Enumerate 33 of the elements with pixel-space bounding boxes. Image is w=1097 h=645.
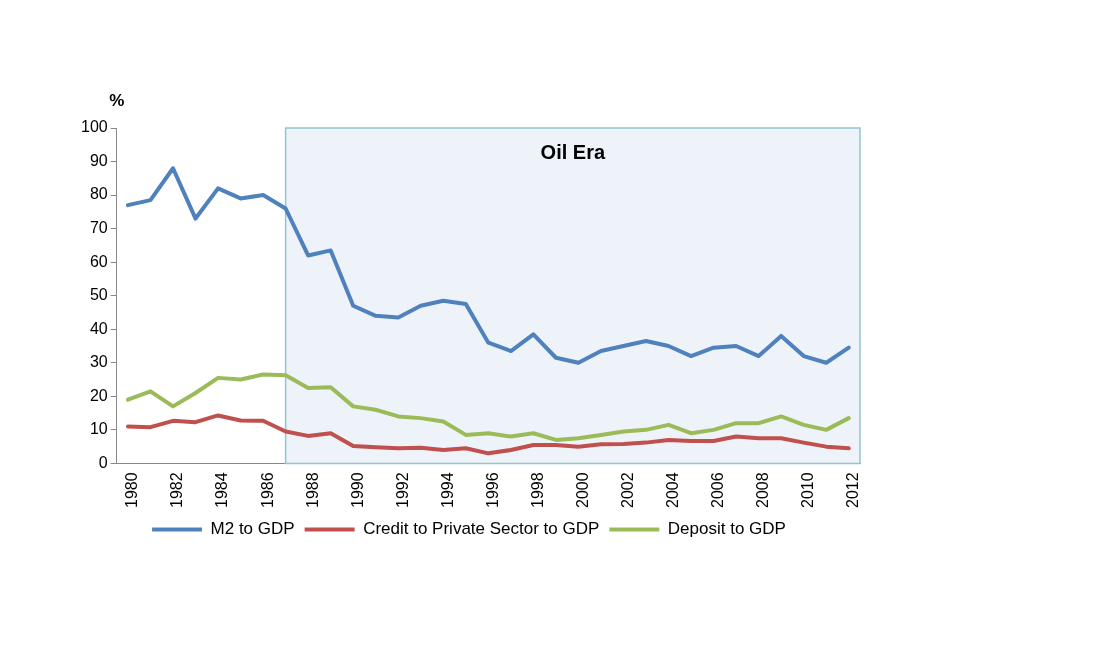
y-tick-label: 70 <box>89 219 108 237</box>
legend-label: M2 to GDP <box>210 519 295 539</box>
x-tick-label: 1980 <box>123 472 141 508</box>
x-tick-label: 2008 <box>754 472 772 508</box>
x-tick-label: 2004 <box>663 472 681 508</box>
y-tick-label: 90 <box>89 151 108 169</box>
legend-label: Credit to Private Sector to GDP <box>363 519 600 539</box>
x-tick-label: 1986 <box>258 472 276 508</box>
x-tick-label: 1990 <box>348 472 366 508</box>
y-tick-label: 60 <box>89 252 108 270</box>
y-tick-label: 10 <box>89 420 108 438</box>
x-tick-label: 1982 <box>168 472 186 508</box>
x-tick-label: 1996 <box>483 472 501 508</box>
x-tick-label: 1992 <box>393 472 411 508</box>
x-tick-label: 2000 <box>573 472 591 508</box>
x-tick-label: 2010 <box>799 472 817 508</box>
x-tick-label: 1984 <box>213 472 231 508</box>
x-tick-label: 2006 <box>709 472 726 508</box>
y-tick-label: 40 <box>89 319 108 337</box>
legend-label: Deposit to GDP <box>667 519 786 539</box>
y-tick-label: 0 <box>98 453 108 471</box>
band-label: Oil Era <box>540 140 606 163</box>
x-tick-label: 1988 <box>303 472 321 508</box>
x-tick-label: 2012 <box>844 472 862 508</box>
x-tick-label: 2002 <box>618 472 636 508</box>
y-tick-label: 50 <box>89 286 108 304</box>
y-tick-label: 20 <box>89 386 108 404</box>
y-tick-label: 30 <box>89 353 108 371</box>
x-tick-label: 1994 <box>438 472 456 508</box>
y-axis-title: % <box>109 91 125 111</box>
y-tick-label: 100 <box>80 118 108 136</box>
y-tick-label: 80 <box>89 185 108 203</box>
x-tick-label: 1998 <box>528 472 546 508</box>
